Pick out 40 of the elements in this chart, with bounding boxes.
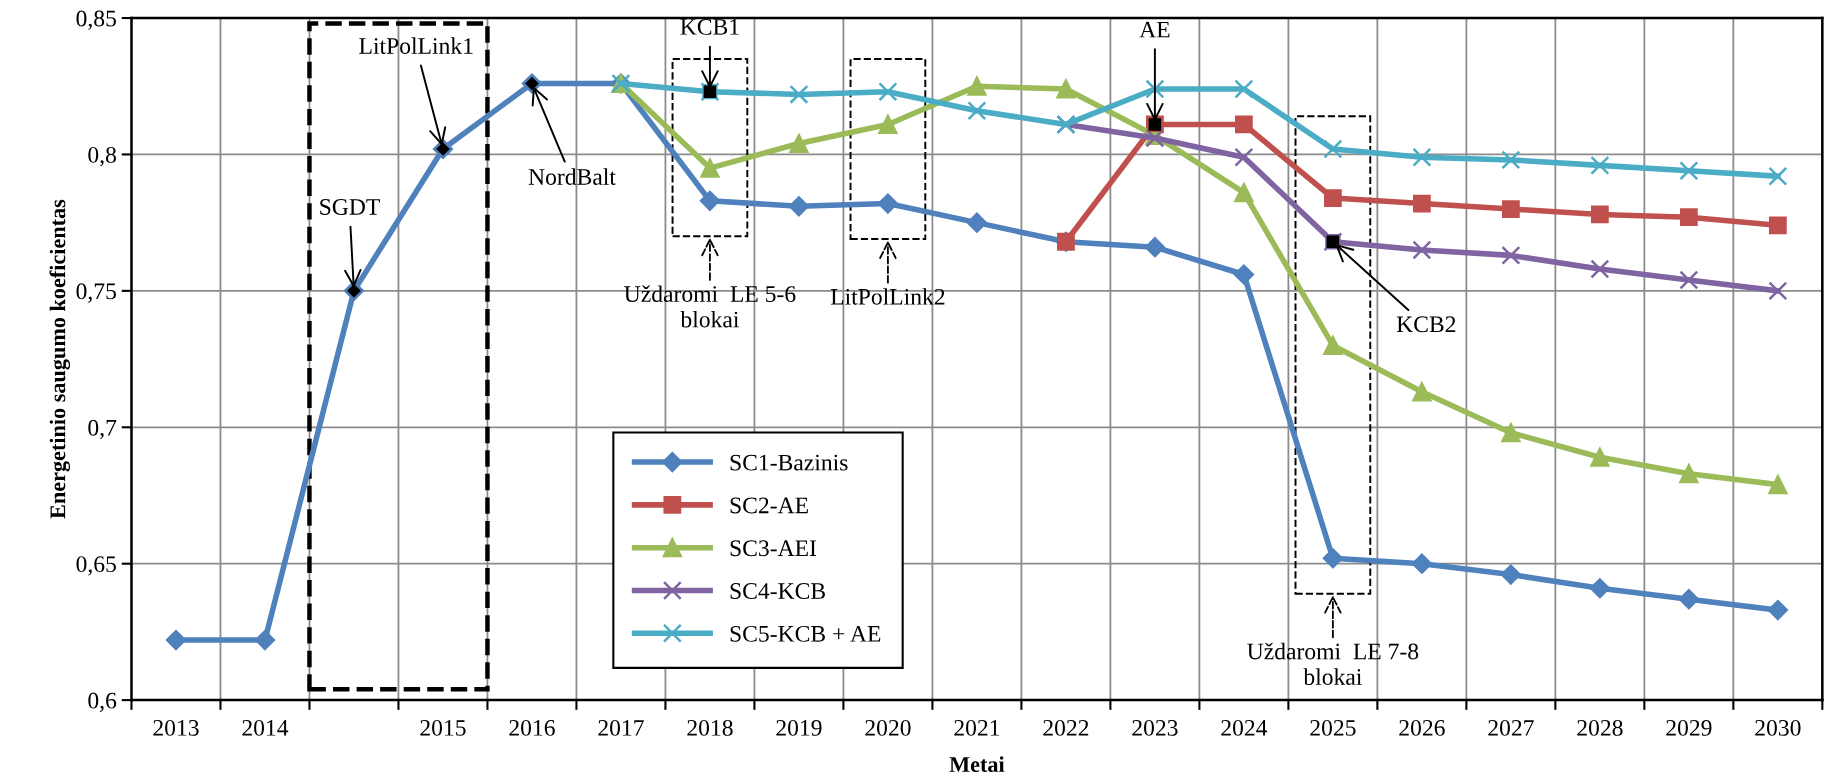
x-tick-label: 2014 [242,719,289,736]
annotation: KCB1 [680,18,739,35]
x-tick-label: 2017 [598,719,644,736]
x-tick-label: 2024 [1221,719,1268,736]
annotation: LitPolLink2 [830,288,945,305]
y-tick-label: 0,8 [88,146,116,167]
annotation: Uždaromi LE 5-6 blokai [624,285,796,328]
legend-label: SC5-KCB + AE [730,625,881,642]
x-tick-label: 2025 [1310,719,1356,736]
x-tick-label: 2021 [954,719,1000,736]
annotation: SGDT [320,199,380,215]
annotation: NordBalt [528,168,616,185]
y-tick-label: 0,75 [76,283,116,303]
y-tick-label: 0,6 [88,692,117,712]
y-tick-label: 0,7 [88,419,117,440]
x-tick-label: 2023 [1132,719,1178,736]
x-tick-label: 2016 [509,719,555,736]
y-axis-title: Energetinio saugumo koeficientas [49,199,71,519]
x-tick-label: 2026 [1399,719,1445,736]
annotation: LitPolLink1 [359,37,473,54]
x-tick-label: 2027 [1488,719,1534,736]
x-tick-label: 2022 [1043,719,1089,736]
x-tick-label: 2030 [1755,719,1801,736]
legend-label: SC4-KCB [730,583,825,599]
annotation: AE [1139,21,1170,38]
annotation: KCB2 [1396,316,1456,333]
annotation: Uždaromi LE 7-8 blokai [1247,642,1419,685]
legend-label: SC3-AEI [730,540,817,557]
x-tick-label: 2018 [687,719,733,736]
legend-label: SC2-AE [730,497,808,514]
x-tick-label: 2013 [153,719,199,736]
y-tick-label: 0,65 [76,556,116,576]
x-tick-label: 2029 [1666,719,1712,736]
x-tick-label: 2019 [776,719,822,736]
legend-label: SC1-Bazinis [730,454,848,471]
x-tick-label: 2028 [1577,719,1623,736]
x-axis-title: Metai [949,756,1005,772]
x-tick-label: 2015 [420,719,466,736]
x-tick-label: 2020 [865,719,911,736]
y-tick-label: 0,85 [76,10,116,30]
